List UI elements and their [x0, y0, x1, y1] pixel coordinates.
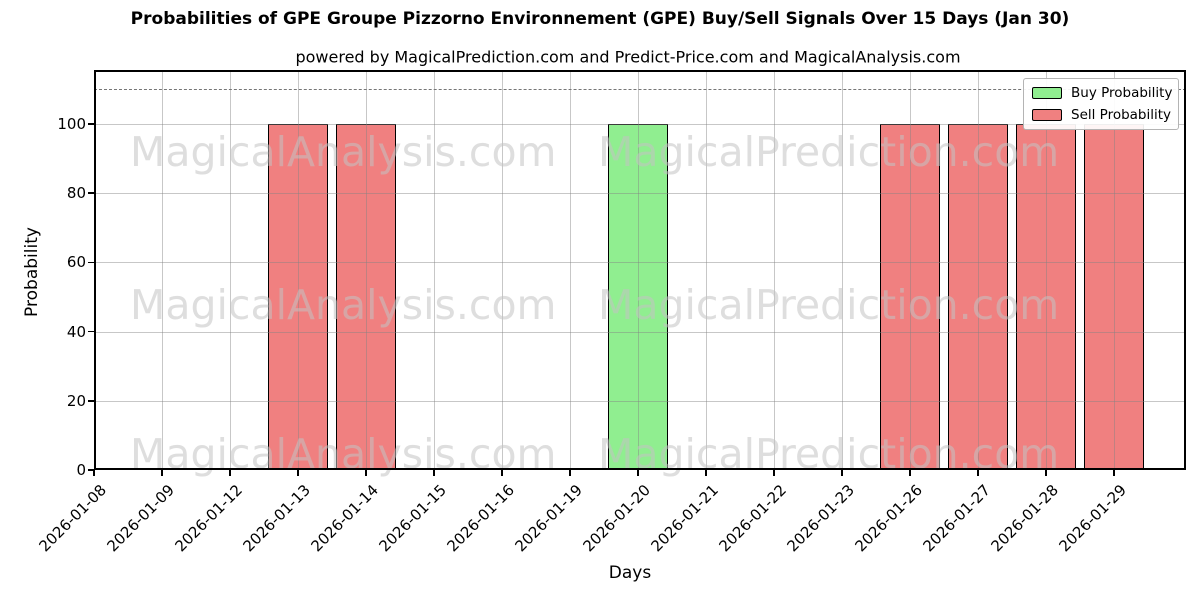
legend-swatch: [1032, 109, 1062, 121]
y-tick-mark: [88, 330, 94, 333]
v-gridline: [774, 70, 775, 470]
threshold-dashed-line: [94, 89, 1186, 91]
v-gridline: [1046, 70, 1047, 470]
x-tick-mark: [297, 470, 299, 476]
x-tick-mark: [1045, 470, 1047, 476]
x-tick-mark: [977, 470, 979, 476]
plot-area: [94, 70, 1186, 470]
x-tick-mark: [637, 470, 639, 476]
x-tick-label: 2026-01-21: [647, 481, 722, 556]
v-gridline: [230, 70, 231, 470]
y-tick-mark: [88, 123, 94, 125]
x-tick-label: 2026-01-09: [103, 481, 178, 556]
v-gridline: [842, 70, 843, 470]
x-tick-label: 2026-01-22: [715, 481, 790, 556]
x-tick-mark: [229, 470, 231, 476]
y-tick-label: 40: [66, 322, 86, 341]
v-gridline: [94, 70, 95, 470]
legend-label: Buy Probability: [1071, 85, 1173, 101]
x-tick-mark: [93, 470, 95, 476]
x-axis-label: Days: [608, 563, 652, 583]
y-axis-label: Probability: [22, 227, 42, 317]
v-gridline: [978, 70, 979, 470]
x-tick-label: 2026-01-19: [511, 481, 586, 556]
y-tick-label: 0: [76, 461, 86, 479]
x-tick-label: 2026-01-26: [851, 481, 926, 556]
y-tick-label: 100: [57, 115, 86, 133]
y-tick-label: 20: [66, 391, 86, 410]
x-tick-label: 2026-01-20: [579, 481, 654, 556]
x-tick-label: 2026-01-14: [307, 481, 382, 556]
x-tick-mark: [501, 470, 503, 476]
v-gridline: [162, 70, 163, 470]
x-tick-label: 2026-01-08: [35, 481, 110, 556]
legend-row: Sell Probability: [1032, 107, 1172, 123]
legend-swatch: [1032, 87, 1062, 99]
legend: Buy Probability Sell Probability: [1023, 78, 1179, 130]
x-tick-label: 2026-01-23: [783, 481, 858, 556]
v-gridline: [638, 70, 639, 470]
x-tick-mark: [161, 470, 163, 476]
y-tick-mark: [88, 192, 94, 194]
x-tick-label: 2026-01-28: [987, 481, 1062, 556]
x-tick-mark: [1113, 470, 1115, 476]
chart-title: Probabilities of GPE Groupe Pizzorno Env…: [130, 9, 1070, 29]
h-gridline: [94, 262, 1186, 264]
x-tick-label: 2026-01-12: [171, 481, 246, 556]
y-tick-mark: [88, 400, 94, 402]
x-tick-label: 2026-01-16: [443, 481, 518, 556]
v-gridline: [570, 70, 571, 470]
x-tick-mark: [909, 470, 911, 476]
x-tick-label: 2026-01-27: [919, 481, 994, 556]
v-gridline: [910, 70, 911, 470]
x-tick-mark: [773, 470, 775, 476]
h-gridline: [94, 400, 1186, 402]
x-tick-mark: [705, 470, 707, 476]
y-tick-label: 80: [66, 184, 86, 203]
sell-bar: [880, 124, 940, 470]
sell-bar: [336, 124, 396, 470]
sell-bar: [1016, 124, 1076, 470]
h-gridline: [94, 124, 1186, 125]
x-tick-mark: [365, 470, 367, 476]
x-tick-label: 2026-01-15: [375, 481, 450, 556]
x-tick-label: 2026-01-13: [239, 481, 314, 556]
x-tick-label: 2026-01-29: [1055, 481, 1130, 556]
sell-bar: [948, 124, 1008, 470]
v-gridline: [434, 70, 435, 470]
y-tick-label: 60: [66, 253, 86, 272]
buy-bar: [608, 124, 668, 470]
v-gridline: [298, 70, 299, 470]
v-gridline: [502, 70, 503, 470]
legend-label: Sell Probability: [1071, 107, 1172, 123]
sell-bar: [1084, 124, 1144, 470]
x-tick-mark: [569, 470, 571, 476]
y-tick-mark: [88, 469, 94, 471]
v-gridline: [366, 70, 367, 470]
v-gridline: [706, 70, 707, 470]
legend-row: Buy Probability: [1032, 85, 1173, 101]
x-tick-mark: [433, 470, 435, 476]
chart-subtitle: powered by MagicalPrediction.com and Pre…: [295, 47, 961, 67]
v-gridline: [1114, 70, 1115, 470]
y-tick-mark: [88, 261, 94, 264]
sell-bar: [268, 124, 328, 470]
h-gridline: [94, 193, 1186, 195]
h-gridline: [94, 331, 1186, 333]
x-tick-mark: [841, 470, 843, 476]
